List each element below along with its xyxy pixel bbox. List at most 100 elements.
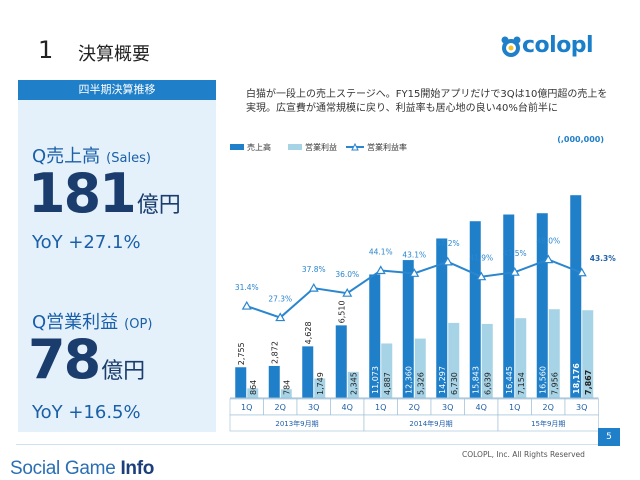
sales-value-number: 181 — [28, 162, 137, 225]
x-tick-label: 4Q — [476, 403, 487, 412]
copyright: COLOPL, Inc. All Rights Reserved — [462, 450, 585, 459]
margin-point — [375, 265, 386, 275]
margin-label: 48.0% — [536, 237, 560, 246]
slide-number: 1 — [38, 36, 54, 64]
bar-sales — [235, 367, 247, 398]
bar-op — [548, 309, 560, 398]
margin-label: 44.1% — [369, 248, 393, 257]
x-tick-label: 2Q — [543, 403, 554, 412]
bar-sales — [335, 325, 347, 398]
watermark-text-a: Social Game — [10, 458, 121, 479]
description-text: 白猫が一段上の売上ステージへ。FY15開始アプリだけで3Qは10億円超の売上を実… — [246, 89, 608, 114]
margin-label: 41.9% — [469, 254, 493, 263]
bar-label-sales: 15,843 — [471, 366, 480, 394]
margin-label: 43.5% — [503, 249, 527, 258]
x-tick-label: 3Q — [576, 403, 587, 412]
op-label: Q営業利益 (OP) — [32, 308, 152, 334]
x-tick-label: 3Q — [308, 403, 319, 412]
slide-header: 1 決算概要 colopl — [0, 0, 640, 72]
op-yoy: YoY +16.5% — [32, 402, 141, 423]
sales-value: 181億円 — [28, 162, 181, 225]
page-number: 5 — [598, 428, 620, 446]
margin-point — [308, 282, 319, 292]
legend-swatch-sales — [230, 144, 244, 150]
x-group-label: 2013年9月期 — [275, 419, 318, 428]
bar-label-sales: 2,872 — [270, 341, 279, 364]
slide-title: 決算概要 — [78, 44, 150, 65]
quarterly-chart: (,000,000) 売上高 営業利益 営業利益率 2,755 864 2,872 784 4,… — [226, 130, 626, 440]
bar-op — [515, 318, 527, 398]
x-group-cell — [497, 414, 599, 432]
bar-sales — [503, 214, 515, 398]
bar-label-sales: 11,073 — [371, 366, 380, 394]
bar-label-op: 7,154 — [517, 372, 526, 395]
bar-op — [280, 389, 292, 398]
bar-label-sales: 18,176 — [572, 363, 581, 394]
sales-label-text: Q売上高 — [32, 146, 101, 167]
bar-label-sales: 12,360 — [404, 366, 413, 394]
margin-point — [275, 312, 286, 322]
margin-label: 43.1% — [402, 250, 426, 259]
bar-label-sales: 6,510 — [337, 300, 346, 323]
bar-label-op: 864 — [249, 380, 258, 395]
bar-label-sales: 14,297 — [438, 366, 447, 394]
bar-sales — [570, 195, 582, 398]
bar-sales — [302, 346, 314, 398]
bar-label-sales: 16,445 — [505, 366, 514, 394]
watermark-text-b: Info — [120, 458, 155, 479]
panel-heading: 四半期決算推移 — [18, 80, 216, 100]
margin-point — [576, 267, 587, 277]
legend-label-sales: 売上高 — [247, 142, 271, 152]
bar-op — [448, 322, 460, 398]
x-tick-label: 1Q — [375, 403, 386, 412]
bar-op — [347, 371, 359, 398]
margin-label: 47.2% — [436, 239, 460, 248]
bar-label-sales: 16,560 — [538, 366, 547, 394]
margin-point — [241, 300, 252, 310]
margin-label: 27.3% — [268, 295, 292, 304]
chart-svg: (,000,000) 売上高 営業利益 営業利益率 2,755 864 2,872 784 4,… — [229, 135, 617, 432]
bar-label-op: 5,326 — [416, 372, 425, 395]
bar-label-sales: 4,628 — [304, 321, 313, 344]
bar-label-op: 6,639 — [483, 372, 492, 395]
sales-label-sub: (Sales) — [106, 151, 151, 166]
legend-label-op: 営業利益 — [305, 142, 337, 152]
legend-marker-margin — [351, 142, 359, 151]
bar-sales — [536, 213, 548, 398]
x-group-label: 2014年9月期 — [409, 419, 452, 428]
watermark: Social Game Info — [10, 458, 154, 480]
op-value: 78億円 — [28, 328, 145, 391]
bar-sales — [402, 260, 414, 398]
bar-label-op: 784 — [282, 380, 291, 395]
margin-point — [342, 287, 353, 297]
op-value-number: 78 — [28, 328, 101, 391]
sales-yoy: YoY +27.1% — [32, 232, 141, 253]
bar-sales — [469, 221, 481, 398]
op-value-unit: 億円 — [101, 359, 146, 384]
margin-point — [409, 268, 420, 277]
sales-label: Q売上高 (Sales) — [32, 142, 151, 168]
bar-label-op: 7,956 — [550, 372, 559, 395]
x-tick-label: 3Q — [442, 403, 453, 412]
footer-divider — [16, 444, 620, 445]
bar-op — [247, 388, 259, 398]
x-tick-label: 1Q — [509, 403, 520, 412]
x-tick-label: 1Q — [241, 403, 252, 412]
margin-point — [509, 266, 520, 276]
op-label-text: Q営業利益 — [32, 312, 119, 333]
bar-op — [481, 323, 493, 398]
colopl-logo: colopl — [500, 33, 620, 61]
op-label-sub: (OP) — [124, 317, 153, 332]
bar-label-op: 4,887 — [383, 372, 392, 395]
bar-op — [414, 338, 426, 398]
margin-label: 43.3% — [590, 254, 617, 263]
bar-label-op: 7,867 — [584, 370, 593, 395]
unit-label: (,000,000) — [557, 135, 604, 144]
bar-label-op: 1,749 — [316, 372, 325, 395]
x-tick-label: 4Q — [342, 403, 353, 412]
x-group-label: 15年9月期 — [531, 419, 565, 428]
sales-value-unit: 億円 — [136, 193, 181, 218]
bar-op — [314, 378, 326, 398]
bar-sales — [436, 238, 448, 398]
bar-label-sales: 2,755 — [237, 342, 246, 365]
